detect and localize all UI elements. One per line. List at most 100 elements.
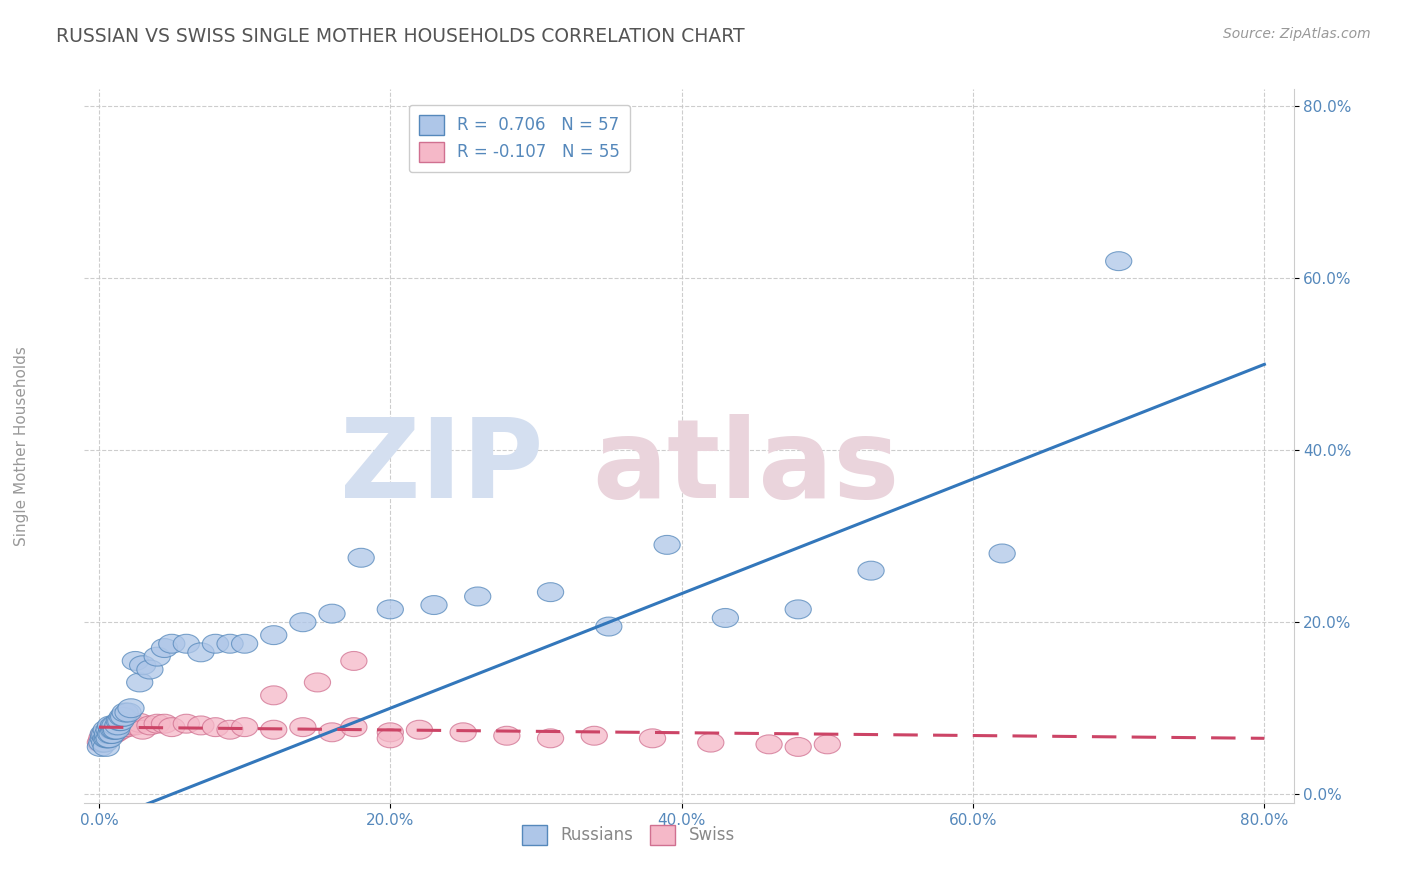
Ellipse shape — [188, 643, 214, 662]
Ellipse shape — [97, 716, 124, 735]
Ellipse shape — [97, 723, 124, 742]
Ellipse shape — [129, 720, 156, 739]
Ellipse shape — [494, 726, 520, 745]
Ellipse shape — [101, 720, 128, 739]
Text: Source: ZipAtlas.com: Source: ZipAtlas.com — [1223, 27, 1371, 41]
Ellipse shape — [112, 703, 138, 722]
Ellipse shape — [87, 738, 114, 756]
Ellipse shape — [202, 634, 229, 653]
Ellipse shape — [340, 651, 367, 671]
Ellipse shape — [697, 733, 724, 752]
Ellipse shape — [217, 634, 243, 653]
Ellipse shape — [464, 587, 491, 606]
Ellipse shape — [713, 608, 738, 627]
Ellipse shape — [122, 716, 149, 735]
Ellipse shape — [110, 716, 135, 735]
Ellipse shape — [93, 729, 120, 747]
Ellipse shape — [260, 625, 287, 645]
Ellipse shape — [93, 729, 120, 747]
Ellipse shape — [988, 544, 1015, 563]
Ellipse shape — [101, 716, 128, 735]
Text: ZIP: ZIP — [340, 414, 544, 521]
Ellipse shape — [232, 634, 257, 653]
Ellipse shape — [100, 716, 127, 735]
Ellipse shape — [188, 716, 214, 735]
Ellipse shape — [290, 613, 316, 632]
Ellipse shape — [152, 639, 177, 657]
Ellipse shape — [152, 714, 177, 733]
Ellipse shape — [108, 712, 134, 731]
Ellipse shape — [596, 617, 621, 636]
Ellipse shape — [814, 735, 841, 754]
Ellipse shape — [340, 718, 367, 737]
Ellipse shape — [785, 600, 811, 619]
Ellipse shape — [136, 716, 163, 735]
Ellipse shape — [91, 724, 118, 743]
Ellipse shape — [319, 723, 344, 742]
Ellipse shape — [91, 733, 118, 752]
Ellipse shape — [785, 738, 811, 756]
Text: RUSSIAN VS SWISS SINGLE MOTHER HOUSEHOLDS CORRELATION CHART: RUSSIAN VS SWISS SINGLE MOTHER HOUSEHOLD… — [56, 27, 745, 45]
Ellipse shape — [115, 703, 141, 722]
Ellipse shape — [377, 723, 404, 742]
Ellipse shape — [96, 720, 122, 739]
Ellipse shape — [93, 724, 120, 743]
Ellipse shape — [89, 733, 115, 752]
Ellipse shape — [173, 714, 200, 733]
Ellipse shape — [450, 723, 477, 742]
Ellipse shape — [202, 718, 229, 737]
Ellipse shape — [581, 726, 607, 745]
Ellipse shape — [173, 634, 200, 653]
Ellipse shape — [91, 724, 118, 743]
Ellipse shape — [94, 724, 121, 743]
Ellipse shape — [98, 720, 125, 739]
Ellipse shape — [260, 720, 287, 739]
Ellipse shape — [159, 718, 184, 737]
Ellipse shape — [91, 729, 118, 747]
Ellipse shape — [1105, 252, 1132, 270]
Ellipse shape — [97, 726, 124, 745]
Legend: Russians, Swiss: Russians, Swiss — [516, 818, 741, 852]
Ellipse shape — [94, 726, 121, 745]
Ellipse shape — [127, 714, 153, 732]
Ellipse shape — [304, 673, 330, 692]
Ellipse shape — [107, 712, 132, 731]
Ellipse shape — [756, 735, 782, 754]
Ellipse shape — [94, 729, 121, 747]
Ellipse shape — [159, 634, 184, 653]
Ellipse shape — [217, 720, 243, 739]
Ellipse shape — [93, 738, 120, 756]
Ellipse shape — [90, 726, 117, 745]
Ellipse shape — [110, 707, 135, 726]
Ellipse shape — [112, 718, 138, 737]
Ellipse shape — [129, 656, 156, 674]
Ellipse shape — [101, 720, 128, 739]
Ellipse shape — [537, 729, 564, 747]
Ellipse shape — [100, 723, 127, 742]
Ellipse shape — [537, 582, 564, 601]
Ellipse shape — [122, 651, 149, 671]
Ellipse shape — [98, 724, 125, 743]
Ellipse shape — [90, 733, 117, 752]
Ellipse shape — [260, 686, 287, 705]
Ellipse shape — [319, 604, 344, 624]
Ellipse shape — [98, 720, 125, 739]
Ellipse shape — [232, 718, 257, 737]
Text: atlas: atlas — [592, 414, 900, 521]
Text: Single Mother Households: Single Mother Households — [14, 346, 28, 546]
Ellipse shape — [406, 720, 433, 739]
Ellipse shape — [143, 714, 170, 733]
Ellipse shape — [349, 549, 374, 567]
Ellipse shape — [111, 707, 136, 726]
Ellipse shape — [640, 729, 665, 747]
Ellipse shape — [103, 720, 129, 739]
Ellipse shape — [108, 720, 134, 739]
Ellipse shape — [93, 720, 120, 739]
Ellipse shape — [377, 729, 404, 747]
Ellipse shape — [420, 596, 447, 615]
Ellipse shape — [90, 724, 117, 743]
Ellipse shape — [290, 718, 316, 737]
Ellipse shape — [87, 733, 114, 752]
Ellipse shape — [136, 660, 163, 679]
Ellipse shape — [94, 723, 121, 742]
